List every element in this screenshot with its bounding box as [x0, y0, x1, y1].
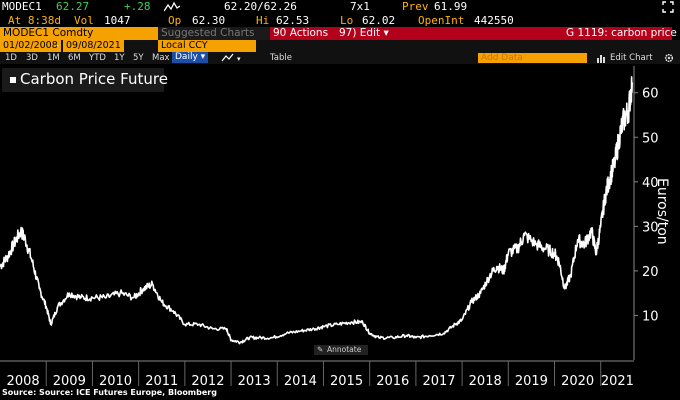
x-tick-label: 2017 [422, 374, 455, 389]
toolbar: MODEC1 Comdty Suggested Charts 90 Action… [0, 27, 680, 53]
x-tick-label: 2018 [469, 374, 502, 389]
time-label: At 8:38d [8, 14, 61, 27]
y-tick-label: 10 [642, 309, 659, 324]
low-value: 62.02 [362, 14, 396, 27]
x-tick-label: 2014 [284, 374, 317, 389]
low-label: Lo [340, 14, 354, 27]
chart-id: G 1119: carbon price [566, 27, 677, 39]
annotate-button[interactable]: ✎ Annotate [314, 345, 368, 355]
edit-menu[interactable]: 97) Edit ▾ [336, 27, 672, 40]
legend-swatch [10, 77, 16, 83]
size-label: 7x1 [350, 0, 370, 13]
suggested-charts-button[interactable]: Suggested Charts [158, 27, 270, 40]
security-field[interactable]: MODEC1 Comdty [0, 27, 158, 40]
start-date-field[interactable]: 01/02/2008 [0, 40, 61, 52]
legend-label: Carbon Price Future [20, 70, 168, 88]
y-tick-label: 50 [642, 131, 659, 146]
end-date-field[interactable]: 09/08/2021 [63, 40, 124, 52]
period-bar: 1D 3D 1M 6M YTD 1Y 5Y Max Daily ▾ ▾ Tabl… [0, 52, 680, 64]
quote-header: MODEC1 62.27 +.28 62.20/62.26 7x1 Prev 6… [0, 0, 680, 14]
prev-value: 61.99 [434, 0, 468, 13]
chart-legend: Carbon Price Future [2, 68, 168, 92]
add-data-field[interactable]: Add Data [478, 53, 587, 63]
period-1d[interactable]: 1D [5, 53, 17, 63]
frequency-label: Daily [175, 52, 198, 62]
x-tick-label: 2016 [376, 374, 409, 389]
edit-chart-button[interactable]: Edit Chart [610, 53, 653, 63]
period-1m[interactable]: 1M [47, 53, 60, 63]
vol-value: 1047 [104, 14, 131, 27]
annotate-label: Annotate [327, 345, 362, 354]
svg-text:▾: ▾ [237, 55, 241, 63]
source-note: Source: Source: ICE Futures Europe, Bloo… [2, 388, 217, 397]
y-tick-label: 30 [642, 220, 659, 235]
y-tick-label: 20 [642, 265, 659, 280]
bid-ask: 62.20/62.26 [224, 0, 297, 13]
period-ytd[interactable]: YTD [89, 53, 106, 63]
x-tick-label: 2020 [561, 374, 594, 389]
currency-select[interactable]: Local CCY [158, 40, 256, 52]
prev-label: Prev [402, 0, 429, 13]
period-5y[interactable]: 5Y [133, 53, 144, 63]
price-change: +.28 [124, 0, 151, 13]
y-axis-label: Euros/ton [654, 178, 670, 245]
frequency-select[interactable]: Daily ▾ [172, 52, 209, 63]
annotate-icon: ✎ [317, 345, 324, 354]
last-price: 62.27 [56, 0, 90, 13]
open-label: Op [168, 14, 182, 27]
x-tick-label: 2013 [238, 374, 271, 389]
table-button[interactable]: Table [270, 53, 292, 63]
y-tick-label: 40 [642, 176, 659, 191]
x-tick-label: 2010 [99, 374, 132, 389]
series-line [0, 76, 633, 345]
x-tick-label: 2011 [145, 374, 178, 389]
x-axis-band [0, 362, 680, 388]
high-value: 62.53 [276, 14, 310, 27]
y-tick-label: 60 [642, 87, 659, 102]
x-tick-label: 2021 [601, 374, 634, 389]
vol-label: Vol [74, 14, 94, 27]
x-tick-label: 2009 [53, 374, 86, 389]
x-tick-label: 2015 [330, 374, 363, 389]
openint-label: OpenInt [418, 14, 465, 27]
period-max[interactable]: Max [152, 53, 170, 63]
chart-controls: 01/02/2008 - 09/08/2021 Local CCY 1D [0, 40, 680, 63]
high-label: Hi [256, 14, 270, 27]
x-tick-label: 2019 [515, 374, 548, 389]
ticker-label: MODEC1 [2, 0, 42, 13]
x-tick-label: 2008 [7, 374, 40, 389]
open-value: 62.30 [192, 14, 226, 27]
period-1y[interactable]: 1Y [114, 53, 125, 63]
x-tick-label: 2012 [191, 374, 224, 389]
period-6m[interactable]: 6M [68, 53, 81, 63]
quote-details: At 8:38d Vol 1047 Op 62.30 Hi 62.53 Lo 6… [0, 14, 680, 27]
openint-value: 442550 [474, 14, 514, 27]
period-3d[interactable]: 3D [26, 53, 38, 63]
date-separator: - [56, 41, 60, 51]
